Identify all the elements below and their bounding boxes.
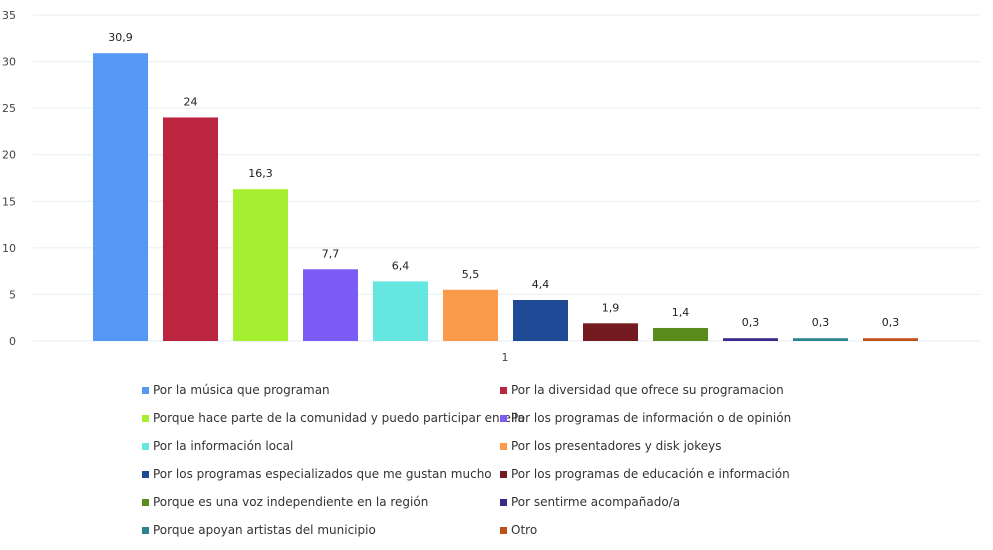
data-label: 1,4 [672,306,690,319]
legend-item: Por la música que programan [142,381,500,399]
y-tick-label: 30 [2,56,16,69]
data-label: 0,3 [812,316,830,329]
legend-item: Por la información local [142,437,500,455]
data-label: 30,9 [108,31,133,44]
legend-label: Por sentirme acompañado/a [511,495,681,509]
bar [443,289,498,341]
legend-swatch [500,526,507,534]
bar-chart: 0 5 10 15 20 25 30 35 30,9 24 16,3 7,7 6,4 5,5 4,4 1,9 1… [2,9,980,364]
data-label: 6,4 [392,259,410,272]
legend-label: Porque es una voz independiente en la re… [153,495,429,509]
bar [723,338,778,341]
legend-label: Por la música que programan [153,383,330,397]
legend-item: Por la diversidad que ofrece su programa… [500,381,822,399]
bar [513,300,568,341]
y-tick-label: 0 [9,335,16,348]
legend-swatch [142,414,149,422]
bar [303,269,358,341]
legend-swatch [142,526,149,534]
bar [863,338,918,341]
legend-item: Por sentirme acompañado/a [500,493,822,511]
legend-label: Por los programas especializados que me … [153,467,492,481]
legend-item: Por los programas de información o de op… [500,409,822,427]
legend-swatch [500,414,507,422]
legend-item: Porque hace parte de la comunidad y pued… [142,409,525,427]
legend-item: Por los programas de educación e informa… [500,465,822,483]
data-label: 1,9 [602,301,620,314]
bar [93,53,148,342]
data-label: 5,5 [462,268,480,281]
bar [373,281,428,341]
legend-item: Por los presentadores y disk jokeys [500,437,822,455]
legend-label: Porque apoyan artistas del municipio [153,523,376,537]
bar [233,189,288,341]
legend-swatch [500,386,507,394]
bar [653,327,708,341]
legend-swatch [142,470,149,478]
legend-swatch [142,386,149,394]
y-tick-label: 10 [2,242,16,255]
data-label: 16,3 [248,167,273,180]
legend-item: Por los programas especializados que me … [142,465,500,483]
bar [583,323,638,341]
y-tick-label: 35 [2,9,16,22]
legend-label: Por la diversidad que ofrece su programa… [511,383,784,397]
bar [793,338,848,341]
legend-label: Por los programas de información o de op… [511,411,792,425]
legend-label: Porque hace parte de la comunidad y pued… [153,411,525,425]
x-tick-label: 1 [502,351,509,364]
legend-item: Porque es una voz independiente en la re… [142,493,500,511]
legend-item: Porque apoyan artistas del municipio [142,521,500,539]
y-tick-label: 5 [9,288,16,301]
data-label: 0,3 [882,316,900,329]
data-label: 7,7 [322,247,340,260]
y-tick-label: 20 [2,149,16,162]
legend-label: Por la información local [153,439,294,453]
legend-swatch [500,470,507,478]
legend-swatch [500,442,507,450]
data-label: 0,3 [742,316,760,329]
legend-label: Otro [511,523,538,537]
y-tick-label: 15 [2,195,16,208]
data-label: 4,4 [532,278,550,291]
legend-item: Otro [500,521,822,539]
legend-label: Por los presentadores y disk jokeys [511,439,722,453]
data-label: 24 [184,95,198,108]
bar [163,117,218,341]
legend-swatch [142,498,149,506]
legend: Por la música que programan Por la divers… [142,381,822,539]
legend-swatch [142,442,149,450]
y-tick-label: 25 [2,102,16,115]
legend-label: Por los programas de educación e informa… [511,467,790,481]
legend-swatch [500,498,507,506]
